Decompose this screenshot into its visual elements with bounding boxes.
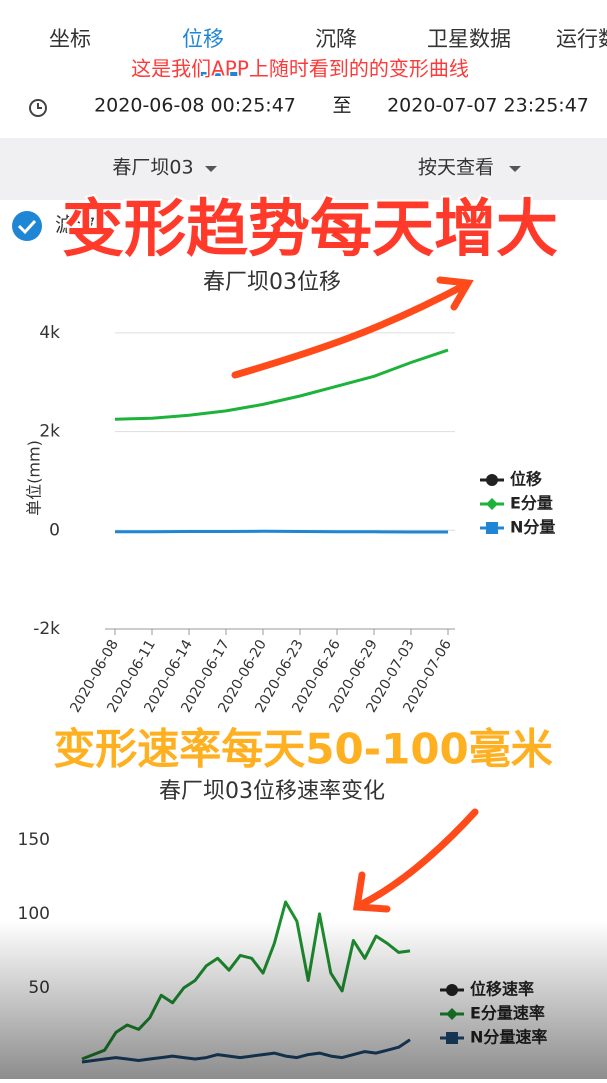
y-tick-label: 2k (39, 422, 60, 442)
overlay-text: 变形速率每天50-100毫米 (53, 725, 553, 774)
legend-label: E分量 (510, 494, 553, 513)
annotation-arrow (352, 808, 479, 913)
overlay-text: 变形趋势每天增大 (62, 192, 558, 265)
y-tick-label: 0 (49, 520, 60, 540)
start-time[interactable]: 2020-06-08 00:25:47 (94, 95, 296, 117)
legend-label: 位移 (510, 470, 542, 489)
chart-title: 春厂坝03位移速率变化 (159, 779, 385, 804)
legend-marker (486, 474, 498, 486)
tab[interactable]: 运行数据 (556, 27, 607, 51)
tab[interactable]: 卫星数据 (427, 27, 511, 51)
chart-title: 春厂坝03位移 (203, 270, 341, 295)
y-axis-label: 单位(mm) (25, 440, 44, 516)
tab[interactable]: 沉降 (315, 27, 357, 51)
view-select[interactable]: 按天查看 (418, 157, 494, 179)
dropdown-arrow (509, 166, 521, 172)
filter-checkbox[interactable] (12, 211, 42, 241)
check-mark (17, 219, 37, 235)
y-tick-label: -2k (33, 619, 60, 639)
selector-bar (0, 138, 607, 200)
legend-marker (486, 522, 498, 534)
end-time[interactable]: 2020-07-07 23:25:47 (387, 95, 589, 117)
caption: 这是我们APP上随时看到的的变形曲线 (131, 57, 469, 81)
y-tick-label: 100 (18, 904, 50, 924)
series-line (115, 529, 448, 534)
tab-indicator (200, 72, 240, 76)
clock-icon (29, 99, 47, 117)
y-tick-label: 150 (18, 830, 50, 850)
series-line (114, 348, 449, 421)
dropdown-arrow (205, 166, 217, 172)
tab[interactable]: 位移 (182, 27, 224, 51)
y-tick-label: 4k (39, 323, 60, 343)
legend-marker (486, 498, 498, 510)
legend-label: N分量 (510, 518, 555, 537)
clock-hand (37, 103, 42, 109)
filter-label[interactable]: 滤波 (55, 213, 95, 237)
video-shade (0, 920, 607, 1079)
tab[interactable]: 坐标 (49, 27, 91, 51)
to-label: 至 (332, 95, 351, 117)
tab-bar: 坐标 位移 沉降 卫星数据 运行数据 (49, 27, 607, 51)
annotation-arrow (231, 276, 474, 379)
station-select[interactable]: 春厂坝03 (112, 157, 193, 179)
